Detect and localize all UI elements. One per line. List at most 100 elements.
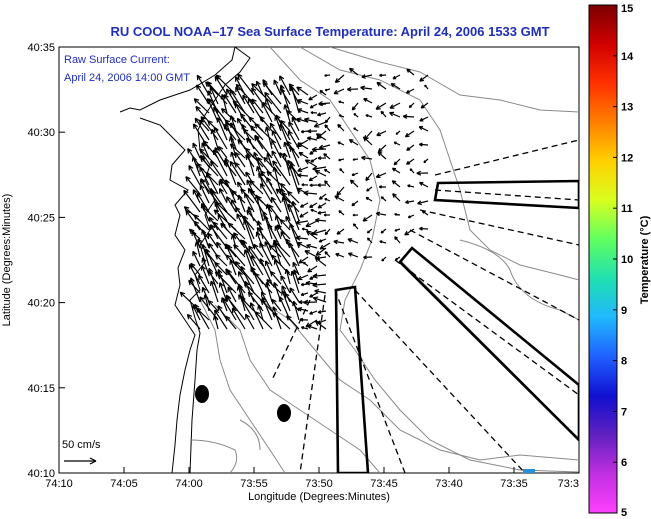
current-vector xyxy=(361,155,373,161)
colorbar-ticks: 15 14 13 12 11 10 9 8 7 6 5 xyxy=(613,3,634,519)
colorbar-tick-label: 15 xyxy=(621,3,633,15)
current-vector xyxy=(391,167,401,174)
current-vector xyxy=(310,157,318,163)
current-vector xyxy=(207,300,219,312)
y-axis-label: Latitude (Degrees:Minutes) xyxy=(1,194,13,327)
current-vector xyxy=(324,116,331,124)
x-tick-label: 73:50 xyxy=(305,478,333,490)
current-vector xyxy=(300,326,309,330)
current-vector xyxy=(366,228,373,234)
current-vector xyxy=(407,184,415,188)
current-vector xyxy=(407,214,415,219)
current-vector xyxy=(183,189,201,213)
current-vector xyxy=(375,211,387,217)
current-vector xyxy=(251,87,264,105)
current-vector xyxy=(193,220,210,240)
current-vector xyxy=(227,286,237,303)
current-vector xyxy=(295,235,309,241)
current-vector xyxy=(211,190,228,213)
current-vector xyxy=(307,265,318,273)
current-vector xyxy=(185,209,201,231)
colorbar-tick-label: 11 xyxy=(621,203,633,215)
current-vector xyxy=(312,282,327,288)
current-vector xyxy=(301,227,309,231)
y-tick-label: 40:35 xyxy=(27,42,55,54)
current-vector xyxy=(291,116,300,132)
x-tick-label: 74:00 xyxy=(175,478,203,490)
current-vector xyxy=(191,156,201,177)
current-vector xyxy=(193,214,210,231)
current-vector xyxy=(186,313,201,330)
current-vector xyxy=(302,261,309,267)
current-vector xyxy=(298,256,309,264)
current-vector xyxy=(236,213,246,231)
current-vector xyxy=(199,166,210,186)
current-vector xyxy=(264,91,282,114)
current-vector xyxy=(289,287,300,303)
current-vector xyxy=(376,130,387,137)
current-vector xyxy=(188,164,201,186)
current-vector xyxy=(392,193,401,202)
current-vector xyxy=(333,239,345,245)
current-vector xyxy=(395,130,401,135)
current-vector xyxy=(233,244,246,258)
current-vector xyxy=(307,324,318,330)
current-vector xyxy=(339,168,345,174)
current-vector xyxy=(288,121,300,141)
current-vector xyxy=(209,224,228,249)
current-vector xyxy=(287,203,300,231)
current-vector xyxy=(351,102,359,111)
current-vector xyxy=(324,124,331,132)
current-vector xyxy=(272,166,282,195)
current-vector xyxy=(393,141,401,146)
current-vector xyxy=(205,248,219,276)
current-vector xyxy=(216,117,228,141)
current-vector xyxy=(404,228,415,236)
current-vector xyxy=(264,126,273,150)
colorbar-tick-label: 8 xyxy=(621,356,627,368)
current-vector xyxy=(259,116,273,132)
current-vector xyxy=(309,202,318,209)
current-vector xyxy=(227,245,246,267)
current-vector xyxy=(338,210,345,216)
current-vector xyxy=(324,228,331,236)
current-vector xyxy=(290,270,300,294)
current-vector xyxy=(378,185,387,189)
current-vector xyxy=(273,79,282,96)
colorbar-tick-label: 12 xyxy=(621,152,633,164)
current-vector xyxy=(347,238,359,244)
colorbar-tick-label: 9 xyxy=(621,305,627,317)
current-vector xyxy=(309,183,318,188)
current-vector xyxy=(418,142,429,147)
current-vector xyxy=(212,221,228,240)
current-vector xyxy=(305,220,318,228)
current-vector xyxy=(214,261,228,276)
current-vector xyxy=(288,242,300,267)
current-vector xyxy=(347,252,359,258)
current-vector xyxy=(256,226,273,249)
current-vector xyxy=(337,141,345,146)
current-vector xyxy=(352,158,359,161)
current-vector xyxy=(334,195,345,202)
current-vector xyxy=(287,130,300,150)
current-vector xyxy=(262,211,273,231)
current-vector xyxy=(416,170,429,176)
current-vector xyxy=(308,175,318,182)
x-tick-label: 74:05 xyxy=(110,478,138,490)
current-vector xyxy=(317,202,327,209)
current-vector xyxy=(274,214,282,231)
current-vector xyxy=(195,105,210,123)
current-vector xyxy=(336,186,345,196)
current-vector xyxy=(201,205,219,222)
current-vector xyxy=(192,250,201,267)
current-vector xyxy=(201,286,210,303)
current-vector xyxy=(199,179,219,204)
current-vector xyxy=(366,186,373,192)
current-vector xyxy=(276,224,291,240)
current-vector xyxy=(423,158,429,164)
current-vector xyxy=(289,223,300,249)
current-vector xyxy=(235,83,255,105)
current-vector xyxy=(424,84,429,90)
current-vector xyxy=(247,291,264,312)
colorbar-label: Temperature (°C) xyxy=(639,215,651,304)
